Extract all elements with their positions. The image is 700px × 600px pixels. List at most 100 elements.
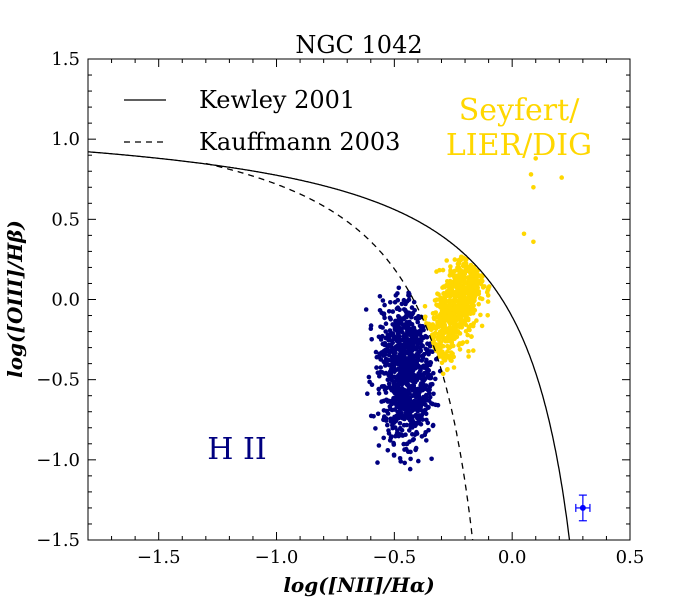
hii-point: [422, 370, 427, 376]
hii-point: [390, 340, 396, 346]
seyfert-point: [422, 304, 428, 309]
legend-label: Kewley 2001: [199, 86, 355, 114]
hii-point: [406, 360, 412, 365]
hii-point: [405, 332, 410, 338]
seyfert-point: [449, 358, 454, 364]
region-label: H II: [207, 432, 266, 467]
seyfert-point: [455, 274, 461, 280]
seyfert-point: [423, 314, 428, 320]
hii-point: [413, 399, 419, 404]
hii-point: [423, 407, 428, 413]
hii-point: [412, 407, 417, 412]
seyfert-point: [434, 314, 440, 320]
hii-point: [373, 426, 378, 431]
hii-point: [424, 417, 429, 423]
hii-point: [404, 320, 410, 325]
hii-point: [374, 365, 379, 370]
hii-point: [392, 334, 397, 340]
hii-point: [380, 298, 386, 303]
seyfert-point: [468, 262, 474, 268]
hii-point: [403, 307, 408, 313]
hii-point: [406, 327, 412, 333]
hii-point: [410, 418, 416, 424]
hii-point: [430, 349, 435, 355]
seyfert-point: [448, 344, 454, 350]
seyfert-point: [479, 296, 485, 302]
legend-label: Kauffmann 2003: [199, 128, 400, 156]
hii-point: [395, 358, 400, 364]
seyfert-point: [476, 291, 482, 297]
hii-point: [414, 403, 420, 408]
hii-point: [387, 438, 393, 443]
hii-point: [398, 397, 404, 403]
seyfert-point: [478, 312, 483, 318]
seyfert-point: [453, 280, 459, 286]
seyfert-point: [478, 278, 484, 284]
y-tick-label: 1.5: [51, 49, 80, 70]
seyfert-point: [441, 326, 446, 331]
hii-point: [391, 365, 397, 371]
seyfert-point: [443, 293, 449, 299]
hii-point: [423, 333, 428, 339]
hii-point: [399, 301, 405, 307]
seyfert-point: [437, 267, 442, 273]
x-axis-label: log([NII]/Hα): [283, 573, 434, 597]
hii-point: [412, 308, 418, 313]
hii-point: [397, 371, 403, 377]
hii-point: [378, 337, 384, 342]
seyfert-point: [435, 335, 440, 340]
seyfert-point: [459, 254, 465, 260]
hii-point: [413, 346, 418, 352]
hii-point: [425, 367, 431, 373]
seyfert-point: [434, 297, 440, 303]
x-tick-label: −1.5: [137, 547, 181, 568]
hii-point: [416, 420, 422, 426]
hii-point: [367, 379, 372, 385]
seyfert-point: [460, 308, 465, 313]
hii-point: [381, 435, 387, 441]
x-tick-label: −1.0: [255, 547, 299, 568]
hii-point: [391, 420, 397, 426]
hii-point: [391, 356, 396, 361]
seyfert-point: [471, 278, 476, 283]
hii-point: [419, 342, 424, 348]
seyfert-point: [436, 350, 442, 355]
seyfert-point: [466, 349, 471, 354]
hii-point: [416, 458, 421, 464]
seyfert-point: [453, 298, 459, 303]
seyfert-point: [471, 348, 476, 353]
hii-point: [399, 432, 404, 438]
hii-point: [374, 354, 380, 360]
hii-point: [394, 413, 399, 419]
hii-point: [405, 394, 410, 400]
hii-point: [398, 459, 404, 464]
hii-point: [382, 302, 387, 308]
seyfert-point: [439, 302, 445, 307]
hii-point: [405, 411, 410, 416]
hii-point: [394, 394, 400, 399]
seyfert-point: [464, 297, 470, 303]
hii-point: [377, 294, 383, 299]
hii-point: [365, 391, 370, 397]
hii-point: [410, 353, 416, 359]
seyfert-point: [471, 321, 477, 326]
seyfert-point: [430, 334, 435, 339]
hii-point: [386, 352, 392, 358]
seyfert-point: [464, 313, 469, 319]
y-tick-label: −1.0: [36, 450, 80, 471]
hii-point: [378, 324, 383, 330]
seyfert-point: [452, 268, 458, 274]
hii-point: [402, 460, 408, 466]
seyfert-point: [450, 351, 455, 357]
hii-point: [393, 293, 399, 298]
hii-point: [402, 351, 408, 356]
seyfert-point: [452, 329, 458, 334]
hii-point: [393, 344, 399, 350]
hii-point: [378, 357, 383, 362]
hii-point: [383, 321, 389, 327]
region-label: LIER/DIG: [446, 128, 592, 163]
hii-point: [427, 375, 433, 381]
hii-point: [396, 402, 401, 408]
hii-point: [414, 377, 419, 383]
